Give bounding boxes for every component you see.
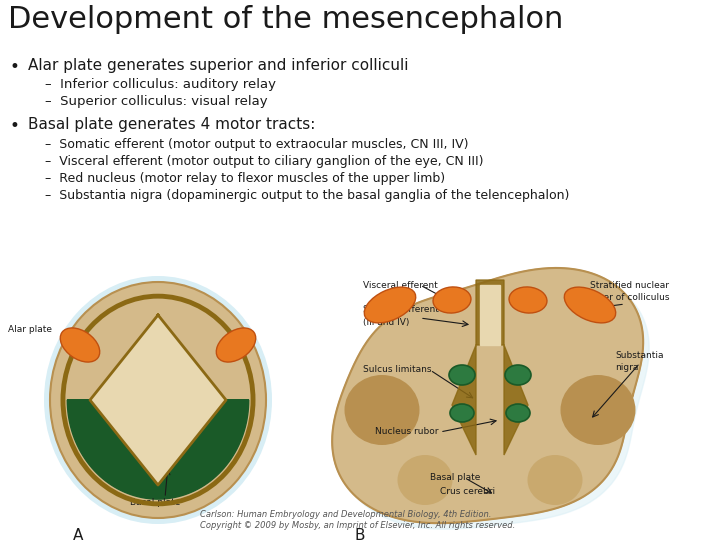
Polygon shape [90, 315, 226, 485]
Text: –  Substantia nigra (dopaminergic output to the basal ganglia of the telencephal: – Substantia nigra (dopaminergic output … [45, 189, 570, 202]
Polygon shape [480, 285, 500, 345]
Text: Stratified nuclear: Stratified nuclear [590, 280, 669, 289]
Text: A: A [73, 528, 84, 540]
Ellipse shape [397, 455, 452, 505]
Ellipse shape [449, 365, 475, 385]
Text: Visceral efferent: Visceral efferent [363, 280, 438, 289]
Polygon shape [67, 400, 248, 499]
Text: Crus cerebri: Crus cerebri [440, 488, 495, 496]
Ellipse shape [509, 287, 547, 313]
Ellipse shape [450, 404, 474, 422]
Text: –  Inferior colliculus: auditory relay: – Inferior colliculus: auditory relay [45, 78, 276, 91]
Text: Basal plate: Basal plate [130, 498, 181, 507]
Text: •: • [10, 117, 20, 135]
Text: Nucleus rubor: Nucleus rubor [375, 428, 438, 436]
Polygon shape [338, 274, 649, 529]
Text: Carlson: Human Embryology and Developmental Biology, 4th Edition.: Carlson: Human Embryology and Developmen… [200, 510, 491, 519]
Ellipse shape [50, 282, 266, 518]
Polygon shape [332, 268, 643, 523]
Ellipse shape [528, 455, 582, 505]
Ellipse shape [344, 375, 420, 445]
Text: Sulcus limitans: Sulcus limitans [363, 366, 431, 375]
Ellipse shape [506, 404, 530, 422]
Text: Basal plate: Basal plate [430, 474, 480, 483]
Text: Copyright © 2009 by Mosby, an Imprint of Elsevier, Inc. All rights reserved.: Copyright © 2009 by Mosby, an Imprint of… [200, 521, 516, 530]
Text: Somatic efferent: Somatic efferent [363, 306, 439, 314]
Ellipse shape [560, 375, 636, 445]
Text: Alar plate: Alar plate [8, 326, 52, 334]
Text: –  Superior colliculus: visual relay: – Superior colliculus: visual relay [45, 95, 268, 108]
Text: nigra: nigra [615, 362, 639, 372]
Ellipse shape [216, 328, 256, 362]
Text: B: B [355, 528, 366, 540]
Text: (III and IV): (III and IV) [363, 318, 410, 327]
Text: Alar plate generates superior and inferior colliculi: Alar plate generates superior and inferi… [28, 58, 408, 73]
Polygon shape [452, 280, 528, 455]
Ellipse shape [564, 287, 616, 323]
Text: –  Red nucleus (motor relay to flexor muscles of the upper limb): – Red nucleus (motor relay to flexor mus… [45, 172, 445, 185]
Text: •: • [10, 58, 20, 76]
Ellipse shape [505, 365, 531, 385]
Ellipse shape [364, 287, 415, 323]
Text: –  Visceral efferent (motor output to ciliary ganglion of the eye, CN III): – Visceral efferent (motor output to cil… [45, 155, 484, 168]
Text: layer of colliculus: layer of colliculus [590, 293, 670, 301]
Text: Development of the mesencephalon: Development of the mesencephalon [8, 5, 563, 34]
Text: Substantia: Substantia [615, 350, 664, 360]
Ellipse shape [44, 276, 272, 524]
Ellipse shape [60, 328, 100, 362]
Text: –  Somatic efferent (motor output to extraocular muscles, CN III, IV): – Somatic efferent (motor output to extr… [45, 138, 469, 151]
Ellipse shape [433, 287, 471, 313]
Text: Basal plate generates 4 motor tracts:: Basal plate generates 4 motor tracts: [28, 117, 315, 132]
